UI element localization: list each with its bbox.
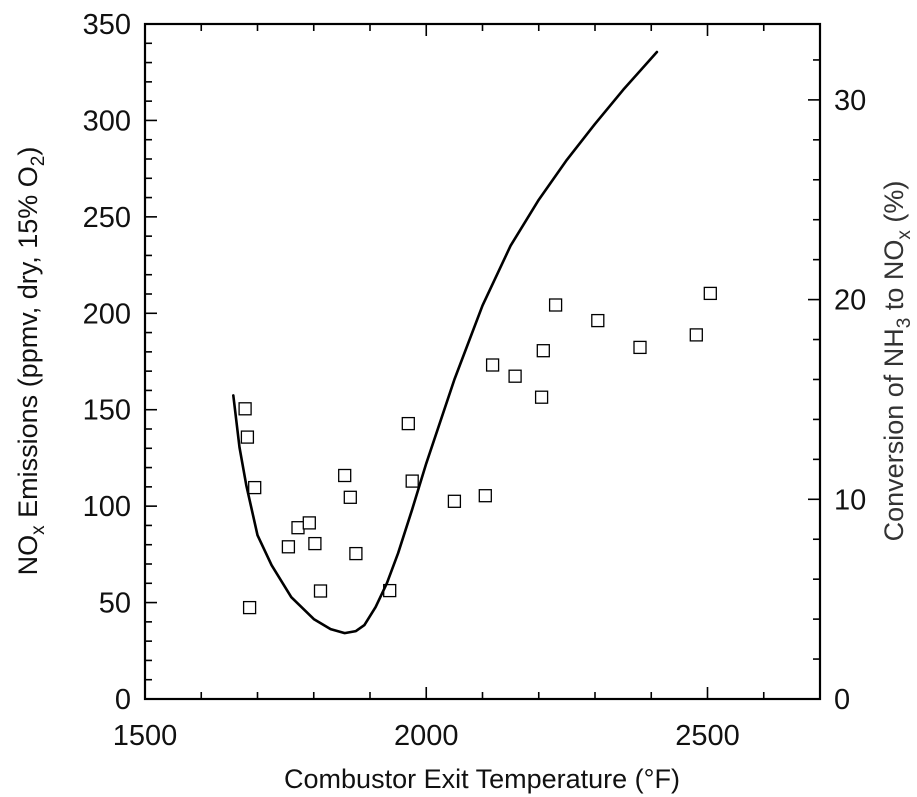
data-point-square xyxy=(308,536,322,551)
y2-tick-label: 10 xyxy=(834,484,866,516)
x-axis-title: Combustor Exit Temperature (°F) xyxy=(284,764,680,794)
y-tick-label: 50 xyxy=(99,588,131,620)
plot-frame xyxy=(143,22,822,701)
data-point-square xyxy=(689,328,703,342)
data-point-square xyxy=(338,468,352,483)
data-point-square xyxy=(242,600,257,615)
data-point-square xyxy=(478,489,492,503)
right-axis-title-sub: 3 xyxy=(894,318,915,329)
left-axis-title-pre: NO xyxy=(13,535,43,576)
y2-tick-label: 30 xyxy=(834,85,866,117)
y2-tick-label: 20 xyxy=(834,285,866,317)
right-axis-title: Conversion of NH3 to NOx (%) xyxy=(879,181,915,542)
right-axis-title-sub2: x xyxy=(894,230,915,240)
left-axis-title-sub: x xyxy=(28,525,49,535)
right-axis-title-pre: Conversion of NH xyxy=(879,328,909,541)
data-point-square xyxy=(536,344,550,358)
y-tick-label: 0 xyxy=(115,684,131,716)
data-point-square xyxy=(405,474,419,488)
data-point-square xyxy=(291,521,305,535)
data-point-square xyxy=(591,313,605,328)
right-axis-title-mid: to NO xyxy=(879,240,909,318)
data-point-square xyxy=(447,494,462,508)
right-axis-title-post: (%) xyxy=(879,181,909,231)
data-point-square xyxy=(485,358,500,372)
x-tick-label: 2000 xyxy=(394,720,459,752)
left-axis-title-mid: Emissions (ppmv, dry, 15% O xyxy=(13,166,43,525)
data-point-square xyxy=(313,584,328,598)
data-point-square xyxy=(508,369,522,383)
data-point-square xyxy=(248,480,262,495)
left-axis-title-sub2: 2 xyxy=(28,156,49,167)
left-axis-title-post: ) xyxy=(13,147,43,156)
axis-tick-labels: 1500 2000 2500 0 50 100 150 200 250 300 350 0 10 20 30 xyxy=(83,9,867,752)
x-tick-label: 2500 xyxy=(675,720,740,752)
x-tick-label: 1500 xyxy=(113,720,178,752)
data-point-square xyxy=(302,516,316,530)
data-point-square xyxy=(238,402,252,416)
y-tick-label: 250 xyxy=(83,202,131,234)
data-point-square xyxy=(349,546,363,561)
y-tick-label: 200 xyxy=(83,298,131,330)
axis-ticks xyxy=(144,23,821,700)
left-axis-title: NOx Emissions (ppmv, dry, 15% O2) xyxy=(13,147,49,576)
data-point-square xyxy=(281,540,296,554)
y-tick-label: 100 xyxy=(83,491,131,523)
y-tick-label: 300 xyxy=(83,105,131,137)
y-tick-label: 150 xyxy=(83,395,131,427)
conversion-curve xyxy=(232,50,659,635)
data-point-square xyxy=(534,390,549,404)
data-point-square xyxy=(633,340,647,355)
y-tick-label: 350 xyxy=(83,9,131,41)
data-point-square xyxy=(401,416,415,431)
series-layer xyxy=(232,50,717,635)
data-point-square xyxy=(548,298,563,312)
y2-tick-label: 0 xyxy=(834,684,850,716)
data-point-square xyxy=(703,286,717,301)
data-point-square xyxy=(343,490,357,504)
data-point-square xyxy=(240,430,255,444)
